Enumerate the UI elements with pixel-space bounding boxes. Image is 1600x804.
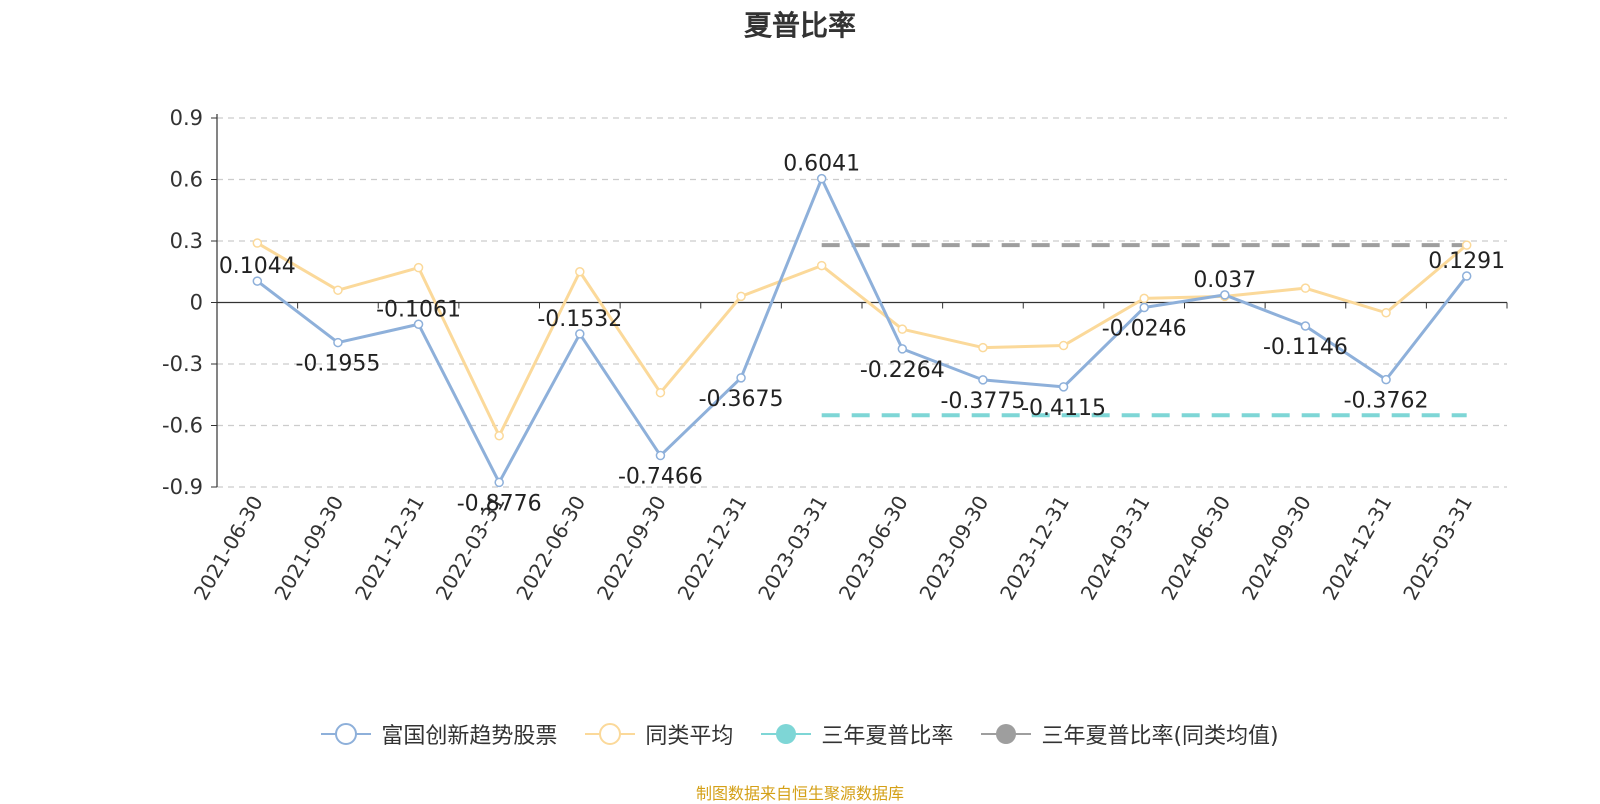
data-point-peer-avg <box>1461 240 1472 250</box>
data-label-fund: -0.1532 <box>537 307 622 332</box>
data-point-fund <box>1220 290 1230 300</box>
data-point-peer-avg <box>978 342 988 353</box>
data-point-fund <box>252 276 263 286</box>
source-note: 制图数据来自恒生聚源数据库 <box>695 784 904 803</box>
legend-line-dot-icon <box>981 724 1032 744</box>
y-tick-label: -0.3 <box>162 352 203 376</box>
data-point-peer-avg <box>816 260 827 271</box>
legend-label-three-year: 三年夏普比率 <box>821 724 954 749</box>
chart-title: 夏普比率 <box>743 9 856 42</box>
data-label-fund: -0.3775 <box>940 389 1025 414</box>
reference-lines <box>821 243 1467 418</box>
x-tick-label: 2024-09-30 <box>1237 492 1316 605</box>
series-line-peer-avg <box>256 241 1468 438</box>
legend-label-peer-avg: 同类平均 <box>645 724 734 749</box>
data-label-fund: -0.1061 <box>376 297 461 322</box>
x-tick-label: 2024-03-31 <box>1076 492 1155 605</box>
legend-item-three-year[interactable]: 三年夏普比率 <box>761 718 953 750</box>
data-point-fund <box>1058 382 1069 392</box>
data-point-peer-avg <box>897 324 908 334</box>
data-point-peer-avg <box>252 238 263 248</box>
legend-item-peer-avg[interactable]: 同类平均 <box>585 718 733 750</box>
data-label-fund: -0.3675 <box>699 387 784 412</box>
data-label-fund: -0.0246 <box>1102 317 1187 342</box>
y-tick-label: 0.3 <box>170 229 203 253</box>
data-point-fund <box>1139 302 1149 313</box>
x-tick-label: 2021-09-30 <box>269 492 348 605</box>
y-tick-label: -0.6 <box>162 414 203 438</box>
data-label-fund: -0.3762 <box>1344 389 1429 414</box>
legend-item-three-year-peer[interactable]: 三年夏普比率(同类均值) <box>981 718 1279 750</box>
y-tick-label: 0.6 <box>170 168 203 192</box>
data-label-fund: 0.1044 <box>219 254 296 279</box>
legend-item-fund[interactable]: 富国创新趋势股票 <box>321 718 557 750</box>
x-tick-label: 2024-06-30 <box>1156 492 1235 605</box>
y-tick-label: -0.9 <box>162 475 203 499</box>
data-point-fund <box>816 173 827 184</box>
x-tick-label: 2023-03-31 <box>753 492 832 605</box>
x-tick-label: 2025-03-31 <box>1398 492 1477 605</box>
series-layer <box>252 173 1472 488</box>
data-label-fund: -0.4115 <box>1021 396 1106 421</box>
data-point-fund <box>333 337 343 348</box>
data-point-peer-avg <box>494 431 504 441</box>
data-point-peer-avg <box>1139 293 1149 304</box>
data-point-peer-avg <box>575 267 585 277</box>
legend-line-dot-icon <box>761 724 812 744</box>
data-point-peer-avg <box>1381 308 1391 318</box>
data-point-fund <box>1461 271 1472 281</box>
legend: 富国创新趋势股票 同类平均 三年夏普比率 三年夏普比率(同类均值) <box>0 718 1600 750</box>
data-point-fund <box>978 375 988 385</box>
data-point-fund <box>413 319 424 330</box>
data-point-fund <box>655 450 666 461</box>
data-point-peer-avg <box>736 291 746 302</box>
data-labels: 0.1044 -0.1955 -0.1061 -0.8776 -0.1532 -0.746… <box>219 152 1505 517</box>
x-tick-label: 2023-12-31 <box>995 492 1074 605</box>
y-tick-label: 0 <box>190 291 203 315</box>
y-tick-label: 0.9 <box>170 106 203 130</box>
data-label-fund: -0.8776 <box>457 491 542 516</box>
data-label-fund: 0.1291 <box>1428 249 1505 274</box>
data-label-fund: -0.1146 <box>1263 335 1348 360</box>
data-label-fund: 0.6041 <box>783 152 860 177</box>
data-point-peer-avg <box>1300 283 1311 293</box>
x-tick-label: 2022-12-31 <box>672 492 751 605</box>
x-tick-label: 2023-06-30 <box>834 492 913 605</box>
data-point-peer-avg <box>413 262 424 273</box>
data-point-fund <box>1381 374 1391 385</box>
x-tick-label: 2023-09-30 <box>914 492 993 605</box>
legend-line-circle-icon <box>585 723 636 745</box>
legend-label-fund: 富国创新趋势股票 <box>381 724 558 749</box>
series-line-fund <box>256 177 1468 484</box>
data-point-fund <box>1300 321 1311 331</box>
data-point-peer-avg <box>333 285 343 295</box>
x-tick-label: 2021-12-31 <box>350 492 429 605</box>
data-point-fund <box>897 344 908 354</box>
data-point-fund <box>575 329 585 339</box>
x-tick-label: 2024-12-31 <box>1317 492 1396 605</box>
data-point-peer-avg <box>1058 340 1069 351</box>
legend-line-circle-icon <box>321 723 372 745</box>
grid-layer <box>217 117 1507 488</box>
x-tick-label: 2022-09-30 <box>592 492 671 605</box>
data-label-fund: 0.037 <box>1193 268 1256 293</box>
legend-label-three-year-peer: 三年夏普比率(同类均值) <box>1041 724 1279 749</box>
data-label-fund: -0.2264 <box>860 358 945 383</box>
data-label-fund: -0.1955 <box>295 352 380 377</box>
data-label-fund: -0.7466 <box>618 465 703 490</box>
data-point-fund <box>494 477 504 488</box>
data-point-fund <box>736 373 746 383</box>
x-tick-label: 2021-06-30 <box>189 492 268 605</box>
data-point-peer-avg <box>655 387 666 398</box>
